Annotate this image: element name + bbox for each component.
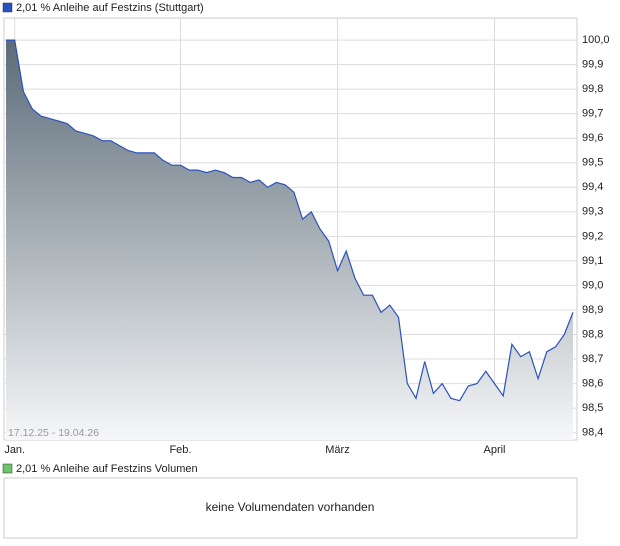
- x-tick-label: März: [325, 444, 349, 456]
- volume-message: keine Volumendaten vorhanden: [206, 500, 375, 514]
- legend-swatch: [2, 2, 13, 13]
- y-tick-label: 99,9: [582, 59, 603, 71]
- date-range: 17.12.25 - 19.04.26: [8, 427, 99, 439]
- y-tick-label: 98,6: [582, 377, 603, 389]
- y-tick-label: 99,8: [582, 83, 603, 95]
- y-tick-label: 99,1: [582, 255, 603, 267]
- y-tick-label: 100,0: [582, 34, 610, 46]
- y-tick-label: 98,7: [582, 353, 603, 365]
- y-tick-label: 99,5: [582, 157, 603, 169]
- y-tick-label: 99,4: [582, 181, 603, 193]
- y-tick-label: 99,3: [582, 206, 603, 218]
- price-line: [6, 39, 574, 402]
- y-tick-label: 99,7: [582, 108, 603, 120]
- x-tick-label: April: [483, 444, 505, 456]
- x-tick-label: Jan.: [4, 444, 25, 456]
- y-tick-label: 99,2: [582, 230, 603, 242]
- y-tick-label: 99,0: [582, 279, 603, 291]
- legend-label: 2,01 % Anleihe auf Festzins (Stuttgart): [16, 2, 204, 14]
- volume-legend: 2,01 % Anleihe auf Festzins Volumen: [16, 463, 198, 475]
- y-tick-label: 99,6: [582, 132, 603, 144]
- area-fill: [6, 40, 573, 440]
- y-tick-label: 98,4: [582, 427, 603, 439]
- y-tick-label: 98,5: [582, 402, 603, 414]
- legend-swatch: [2, 463, 13, 474]
- y-tick-label: 98,9: [582, 304, 603, 316]
- volume-frame: [3, 477, 578, 539]
- y-tick-label: 98,8: [582, 328, 603, 340]
- x-tick-label: Feb.: [169, 444, 191, 456]
